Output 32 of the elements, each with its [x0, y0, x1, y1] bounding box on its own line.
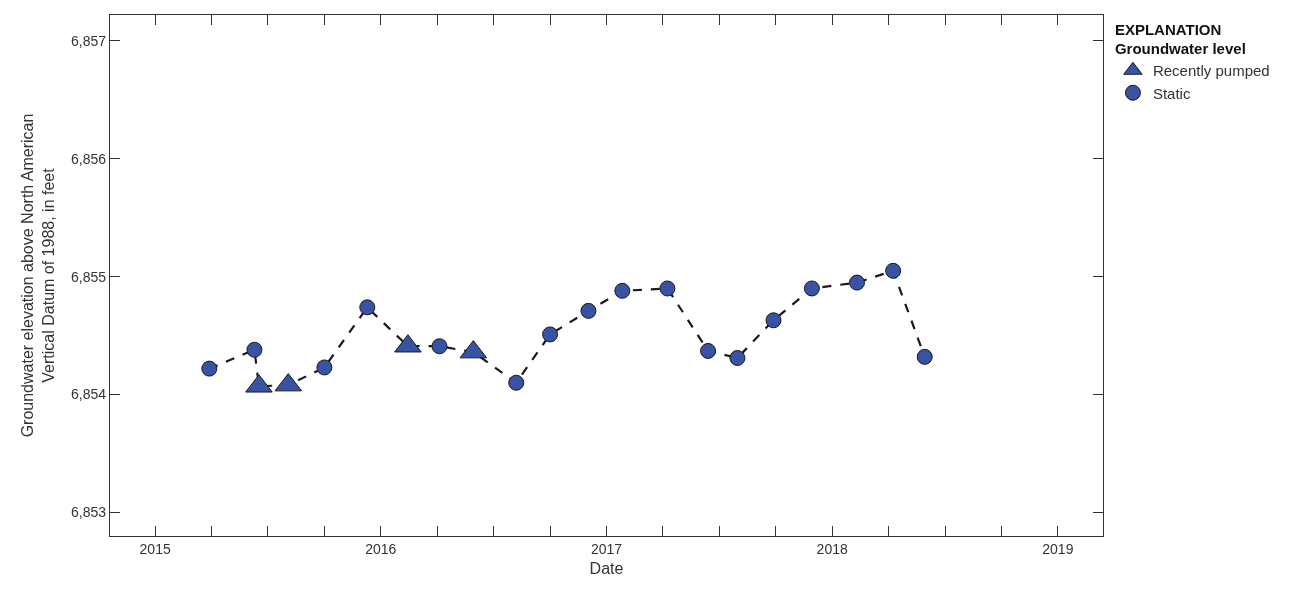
point — [614, 282, 631, 299]
point — [246, 341, 263, 358]
point — [849, 274, 866, 291]
x-tick-label: 2015 — [139, 540, 171, 557]
point — [803, 280, 820, 297]
point — [359, 299, 376, 316]
point — [916, 348, 933, 365]
x-tick-label: 2017 — [590, 540, 623, 557]
y-tick-label: 6,854 — [71, 386, 107, 403]
point — [885, 262, 902, 279]
y-tick-label: 6,853 — [71, 504, 107, 521]
legend-label: Recently pumped — [1152, 62, 1270, 80]
legend-title: EXPLANATION Groundwater level — [1114, 20, 1246, 57]
y-tick-label: 6,857 — [71, 32, 107, 49]
y-tick-label: 6,856 — [71, 150, 107, 167]
point — [580, 302, 597, 319]
point — [765, 312, 782, 329]
point — [542, 326, 559, 343]
point — [700, 342, 717, 359]
point — [508, 374, 525, 391]
x-axis-title: Date — [589, 559, 624, 577]
x-tick-label: 2018 — [816, 540, 848, 557]
point — [201, 360, 218, 377]
point — [659, 280, 676, 297]
point — [431, 338, 448, 355]
x-tick-label: 2019 — [1042, 540, 1074, 557]
point — [316, 359, 333, 376]
x-tick-label: 2016 — [365, 540, 397, 557]
point — [729, 350, 746, 366]
y-axis-title: Groundwater elevation above North American Vertical Datum of 1988, in feet — [19, 113, 57, 438]
legend-label: Static — [1152, 84, 1191, 102]
y-tick-label: 6,855 — [71, 268, 107, 285]
